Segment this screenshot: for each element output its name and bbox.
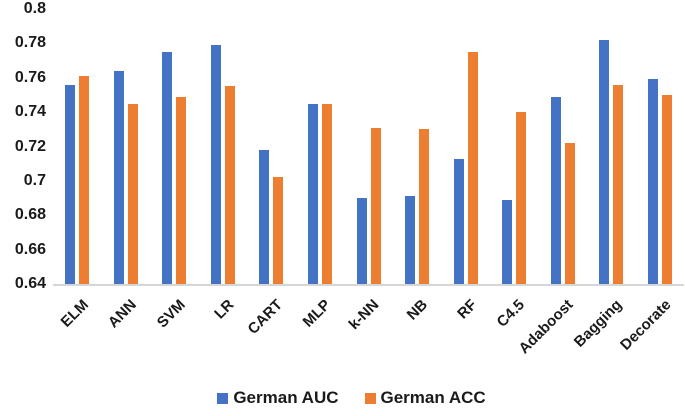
bar-elm-auc (65, 84, 76, 284)
bar-adaboost-acc (564, 143, 575, 284)
bar-ann-acc (127, 103, 138, 284)
bar-mlp-auc (307, 103, 318, 284)
x-axis-baseline (53, 284, 684, 286)
legend-label: German ACC (380, 388, 486, 407)
bar-c4.5-acc (516, 112, 527, 284)
x-tick-label-cart: CART (244, 296, 286, 338)
bar-rf-auc (453, 158, 464, 284)
legend-item-german-auc: German AUC (217, 388, 339, 408)
bar-nb-auc (405, 196, 416, 284)
bar-decorate-auc (647, 79, 658, 284)
x-tick-label-elm: ELM (57, 296, 92, 331)
bar-k-nn-acc (370, 127, 381, 284)
bar-nb-acc (419, 129, 430, 284)
x-tick-label-mlp: MLP (299, 296, 335, 331)
x-tick-label-decorate: Decorate (616, 296, 675, 354)
bar-bagging-auc (599, 39, 610, 284)
y-tick-label: 0.7 (23, 171, 46, 189)
bar-mlp-acc (321, 103, 332, 284)
x-tick-label-nb: NB (404, 296, 432, 324)
x-tick-label-k-nn: k-NN (346, 296, 383, 334)
bar-rf-acc (467, 51, 478, 284)
legend-item-german-acc: German ACC (364, 388, 486, 408)
legend-swatch-icon (217, 392, 229, 404)
bar-cart-acc (273, 177, 284, 284)
bar-svm-acc (176, 96, 187, 284)
y-tick-label: 0.76 (14, 68, 46, 86)
bar-adaboost-auc (550, 96, 561, 284)
bar-ann-auc (113, 70, 124, 284)
bar-c4.5-auc (502, 199, 513, 284)
legend-swatch-icon (364, 392, 376, 404)
legend-label: German AUC (233, 388, 339, 407)
x-tick-label-lr: LR (211, 296, 238, 323)
y-tick-label: 0.66 (14, 240, 46, 258)
bar-cart-auc (259, 149, 270, 284)
bar-bagging-acc (613, 84, 624, 284)
x-tick-label-ann: ANN (105, 296, 141, 332)
x-tick-label-c4.5: C4.5 (494, 296, 529, 331)
x-tick-label-rf: RF (453, 296, 480, 323)
y-tick-label: 0.78 (14, 34, 46, 52)
legend: German AUC German ACC (9, 388, 685, 408)
y-tick-label: 0.74 (14, 103, 46, 121)
bar-decorate-acc (661, 94, 672, 284)
bar-lr-acc (224, 86, 235, 284)
bar-elm-acc (79, 76, 90, 284)
bar-lr-auc (210, 45, 221, 284)
bar-svm-auc (162, 51, 173, 284)
y-tick-label: 0.72 (14, 137, 46, 155)
y-tick-label: 0.64 (14, 275, 46, 292)
x-tick-label-svm: SVM (153, 296, 189, 332)
bar-k-nn-auc (356, 198, 367, 284)
y-tick-label: 0.8 (23, 0, 46, 17)
y-tick-label: 0.68 (14, 206, 46, 224)
